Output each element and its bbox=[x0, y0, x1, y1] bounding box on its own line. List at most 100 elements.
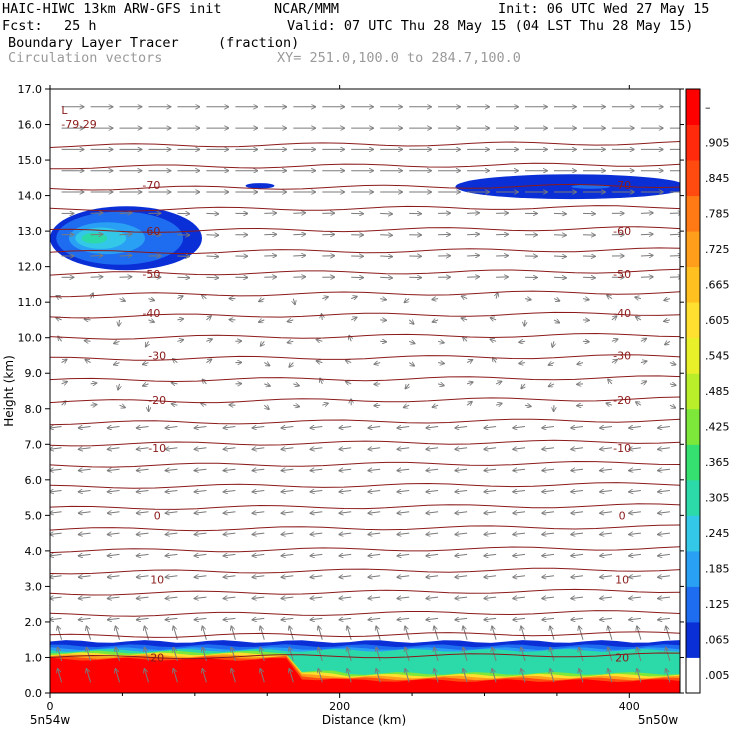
circulation-vector bbox=[322, 297, 328, 299]
circulation-vector bbox=[519, 341, 526, 342]
circulation-vector bbox=[664, 320, 671, 321]
circulation-vector bbox=[397, 597, 410, 598]
circulation-vector bbox=[629, 491, 641, 492]
circulation-vector bbox=[426, 597, 439, 598]
circulation-vector bbox=[553, 320, 559, 323]
temperature-contour bbox=[50, 460, 680, 468]
circulation-vector bbox=[310, 512, 323, 513]
circulation-vector bbox=[293, 384, 299, 386]
circulation-vector bbox=[484, 618, 497, 619]
y-tick-label: 2.0 bbox=[25, 616, 43, 629]
circulation-vector bbox=[426, 533, 439, 534]
circulation-vector bbox=[90, 213, 103, 214]
contour-label: -20 bbox=[613, 394, 631, 407]
circulation-vector bbox=[491, 318, 497, 320]
circulation-vector bbox=[433, 320, 439, 322]
circulation-vector bbox=[260, 648, 265, 662]
circulation-vector bbox=[56, 318, 62, 320]
circulation-vector bbox=[252, 469, 265, 470]
circulation-vector bbox=[571, 491, 584, 492]
circulation-vector bbox=[79, 554, 91, 556]
circulation-vector bbox=[231, 669, 236, 683]
circulation-vector bbox=[264, 363, 269, 366]
y-tick-label: 3.0 bbox=[25, 580, 43, 593]
circulation-vector bbox=[224, 427, 236, 429]
temperature-contour bbox=[50, 503, 680, 510]
fcst-label: Fcst: bbox=[2, 18, 43, 34]
circulation-vector bbox=[658, 469, 670, 470]
circulation-vector bbox=[281, 618, 294, 619]
circulation-vector bbox=[293, 255, 305, 256]
circulation-vector bbox=[658, 554, 670, 556]
y-tick-label: 1.0 bbox=[25, 651, 43, 664]
circulation-vector bbox=[108, 618, 120, 619]
circulation-vector bbox=[666, 669, 671, 683]
circulation-vector bbox=[553, 235, 566, 236]
circulation-vector bbox=[658, 491, 670, 492]
circulation-vector bbox=[658, 576, 670, 577]
circulation-vector bbox=[252, 512, 265, 513]
circulation-vector bbox=[484, 576, 497, 577]
colorbar-label: .245 bbox=[705, 527, 730, 540]
circulation-vector bbox=[368, 576, 381, 577]
circulation-vector bbox=[206, 359, 211, 362]
circulation-vector bbox=[571, 448, 584, 450]
circulation-vector bbox=[664, 299, 671, 301]
circulation-vector bbox=[637, 648, 642, 662]
circulation-vector bbox=[513, 469, 526, 470]
temperature-contour bbox=[50, 311, 680, 319]
circulation-vector bbox=[640, 277, 653, 278]
circulation-vector bbox=[455, 512, 468, 513]
circulation-vector bbox=[137, 554, 149, 556]
circulation-vector bbox=[521, 648, 526, 662]
colorbar: .005 .065 .125 .185 .245 .305 .365 .425 .485 .545… bbox=[685, 88, 730, 694]
circulation-vector bbox=[166, 554, 178, 556]
circulation-vector bbox=[231, 648, 236, 662]
circulation-vector bbox=[513, 427, 526, 429]
circulation-vector bbox=[224, 491, 236, 492]
circulation-vector bbox=[347, 669, 352, 683]
circulation-vector bbox=[50, 512, 62, 513]
y-tick-label: 5.0 bbox=[25, 509, 43, 522]
circulation-vector bbox=[260, 669, 265, 683]
temperature-contours: 20 20 10 10 0 0 -10 -10 -20 -20 -30 -30 -40 -40 -50 -50… bbox=[50, 89, 680, 665]
circulation-vector bbox=[380, 277, 392, 278]
contour-label: -50 bbox=[142, 268, 160, 281]
circulation-vector bbox=[629, 427, 641, 429]
valid-time: Valid: 07 UTC Thu 28 May 15 (04 LST Thu … bbox=[287, 18, 694, 34]
circulation-vector bbox=[317, 340, 323, 342]
circulation-vector bbox=[224, 618, 236, 619]
circulation-vector bbox=[166, 618, 178, 619]
circulation-vector bbox=[288, 320, 294, 322]
temperature-contour bbox=[50, 546, 680, 554]
colorbar-label: .605 bbox=[705, 314, 730, 327]
circulation-vector bbox=[600, 448, 612, 450]
circulation-vector bbox=[177, 296, 182, 299]
circulation-vector bbox=[322, 403, 328, 405]
circulation-vector bbox=[513, 618, 526, 619]
circulation-vector bbox=[145, 669, 149, 683]
circulation-vector bbox=[368, 618, 381, 619]
circulation-vector bbox=[669, 384, 676, 385]
temperature-contour bbox=[50, 610, 680, 617]
circulation-vector bbox=[521, 669, 526, 683]
circulation-vector bbox=[600, 597, 612, 598]
circulation-vector bbox=[310, 448, 323, 450]
colorbar-swatch bbox=[686, 586, 700, 623]
circulation-vector bbox=[380, 299, 386, 300]
circulation-vector bbox=[166, 448, 178, 450]
circulation-vector bbox=[119, 213, 132, 214]
circulation-vector bbox=[195, 597, 207, 598]
circulation-vector bbox=[289, 363, 293, 367]
circulation-vector bbox=[455, 576, 468, 577]
init-time: Init: 06 UTC Wed 27 May 15 bbox=[498, 1, 710, 17]
colorbar-label: .305 bbox=[705, 492, 730, 505]
circulation-vector bbox=[339, 597, 352, 598]
circulation-vector bbox=[549, 384, 555, 387]
y-tick-label: 12.0 bbox=[18, 261, 43, 274]
circulation-vector bbox=[669, 363, 676, 365]
circulation-vector bbox=[571, 576, 584, 577]
temperature-contour bbox=[50, 631, 680, 638]
circulation-vector bbox=[79, 533, 91, 534]
circulation-vector bbox=[455, 427, 468, 429]
